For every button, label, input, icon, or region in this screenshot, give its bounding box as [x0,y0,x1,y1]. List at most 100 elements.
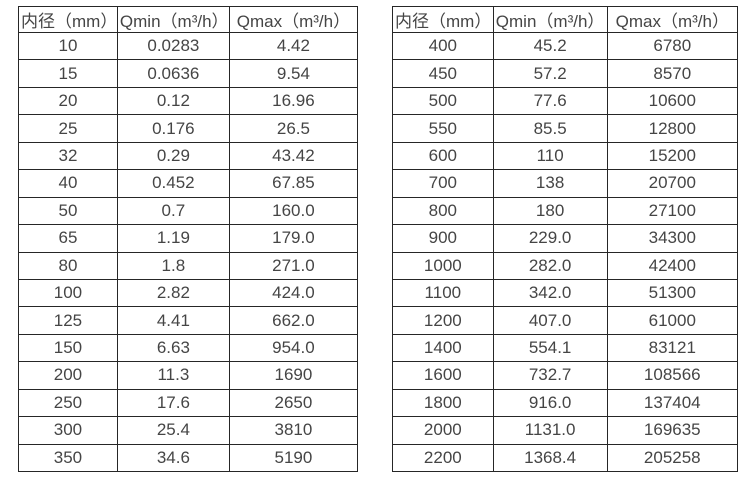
table-cell: 10600 [606,86,739,116]
table-row: 32 0.29 43.42 [18,141,359,171]
table-cell: 26.5 [228,114,359,143]
table-cell: 4.41 [116,306,230,335]
table-cell: 25 [18,114,118,143]
table-cell: 0.29 [116,141,230,171]
table-row: 350 34.6 5190 [18,443,359,473]
table-cell: 20700 [606,169,739,198]
table-cell: 1131.0 [492,416,608,445]
table-cell: 45.2 [492,31,608,61]
table-cell: 800 [392,196,494,226]
table-cell: 51300 [606,278,739,308]
table-cell: 450 [392,59,494,88]
table-cell: 34300 [606,224,739,253]
table-row: 1000 282.0 42400 [392,251,739,280]
table-cell: 20 [18,86,118,116]
table-cell: 1800 [392,388,494,418]
table-cell: 15200 [606,141,739,171]
table-cell: 61000 [606,306,739,335]
table-cell: 200 [18,361,118,390]
table-cell: 2650 [228,388,359,418]
table-row: 550 85.5 12800 [392,114,739,143]
table-cell: 250 [18,388,118,418]
table-cell: 2000 [392,416,494,445]
table-cell: 0.12 [116,86,230,116]
table-row: 500 77.6 10600 [392,86,739,116]
header-row: 内径（mm） Qmin（m³/h） Qmax（m³/h） [18,6,359,33]
table-cell: 65 [18,224,118,253]
table-row: 125 4.41 662.0 [18,306,359,335]
table-row: 80 1.8 271.0 [18,251,359,280]
table-cell: 732.7 [492,361,608,390]
table-cell: 11.3 [116,361,230,390]
table-row: 900 229.0 34300 [392,224,739,253]
table-cell: 205258 [606,443,739,473]
table-cell: 342.0 [492,278,608,308]
table-cell: 1200 [392,306,494,335]
table-cell: 0.0283 [116,31,230,61]
table-cell: 85.5 [492,114,608,143]
table-cell: 9.54 [228,59,359,88]
table-row: 300 25.4 3810 [18,416,359,445]
table-cell: 900 [392,224,494,253]
table-cell: 10 [18,31,118,61]
table-cell: 57.2 [492,59,608,88]
table-cell: 1600 [392,361,494,390]
table-cell: 2200 [392,443,494,473]
table-cell: 300 [18,416,118,445]
table-cell: 15 [18,59,118,88]
table-row: 100 2.82 424.0 [18,278,359,308]
table-cell: 6780 [606,31,739,61]
table-cell: 42400 [606,251,739,280]
column-header: 内径（mm） [392,6,494,33]
table-cell: 32 [18,141,118,171]
table-cell: 3810 [228,416,359,445]
table-cell: 67.85 [228,169,359,198]
table-cell: 0.452 [116,169,230,198]
table-cell: 1368.4 [492,443,608,473]
table-cell: 16.96 [228,86,359,116]
table-row: 450 57.2 8570 [392,59,739,88]
table-row: 400 45.2 6780 [392,31,739,61]
table-row: 250 17.6 2650 [18,388,359,418]
table-cell: 550 [392,114,494,143]
table-cell: 554.1 [492,333,608,363]
table-cell: 500 [392,86,494,116]
table-cell: 108566 [606,361,739,390]
table-cell: 600 [392,141,494,171]
table-cell: 350 [18,443,118,473]
table-cell: 5190 [228,443,359,473]
table-cell: 125 [18,306,118,335]
table-row: 15 0.0636 9.54 [18,59,359,88]
header-row: 内径（mm） Qmin（m³/h） Qmax（m³/h） [392,6,739,33]
column-header: Qmax（m³/h） [606,6,739,33]
table-cell: 1100 [392,278,494,308]
table-cell: 43.42 [228,141,359,171]
table-row: 200 11.3 1690 [18,361,359,390]
flow-spec-table-large-diameters: 内径（mm） Qmin（m³/h） Qmax（m³/h） 400 45.2 6780 450… [392,6,739,473]
table-row: 800 180 27100 [392,196,739,226]
table-row: 2000 1131.0 169635 [392,416,739,445]
flow-spec-table-small-diameters: 内径（mm） Qmin（m³/h） Qmax（m³/h） 10 0.0283 4.42 15… [18,6,359,473]
table-cell: 1.19 [116,224,230,253]
table-row: 600 110 15200 [392,141,739,171]
table-cell: 138 [492,169,608,198]
column-header: 内径（mm） [18,6,118,33]
table-cell: 954.0 [228,333,359,363]
table-row: 2200 1368.4 205258 [392,443,739,473]
table-cell: 100 [18,278,118,308]
table-cell: 12800 [606,114,739,143]
table-cell: 8570 [606,59,739,88]
table-row: 10 0.0283 4.42 [18,31,359,61]
table-cell: 137404 [606,388,739,418]
column-header: Qmax（m³/h） [228,6,359,33]
table-row: 25 0.176 26.5 [18,114,359,143]
table-cell: 180 [492,196,608,226]
table-cell: 160.0 [228,196,359,226]
table-row: 1200 407.0 61000 [392,306,739,335]
table-cell: 6.63 [116,333,230,363]
table-cell: 169635 [606,416,739,445]
table-cell: 83121 [606,333,739,363]
table-cell: 700 [392,169,494,198]
table-cell: 282.0 [492,251,608,280]
